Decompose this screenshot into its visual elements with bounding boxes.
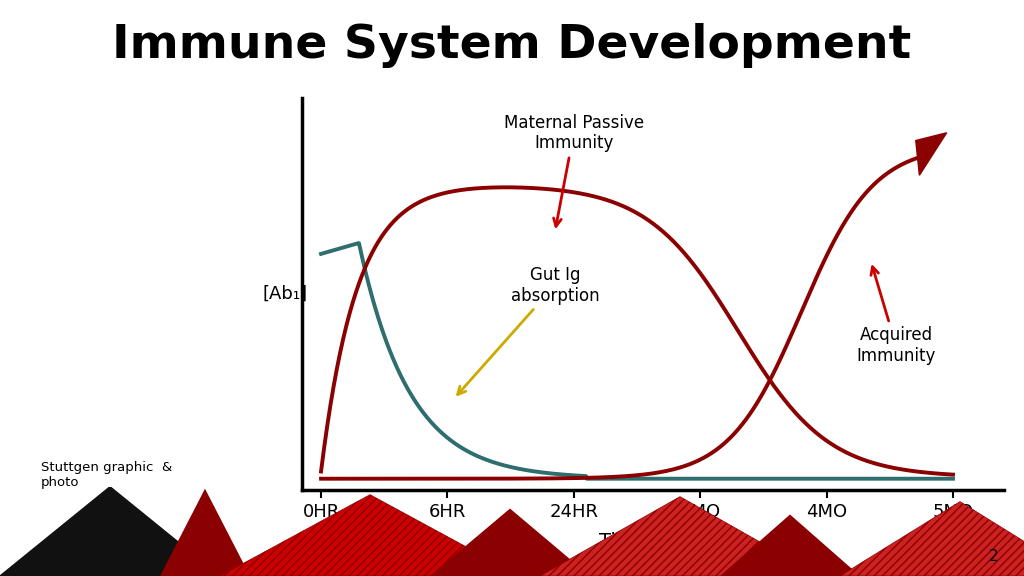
- Polygon shape: [0, 487, 220, 576]
- Text: Stuttgen graphic  &
photo: Stuttgen graphic & photo: [41, 461, 172, 489]
- Polygon shape: [840, 502, 1024, 576]
- Polygon shape: [915, 133, 946, 175]
- X-axis label: Time (Age): Time (Age): [599, 532, 707, 551]
- Text: Maternal Passive
Immunity: Maternal Passive Immunity: [504, 113, 644, 226]
- Text: Immune System Development: Immune System Development: [113, 23, 911, 68]
- Polygon shape: [430, 509, 590, 576]
- Polygon shape: [540, 497, 820, 576]
- Polygon shape: [160, 488, 250, 576]
- Text: Gut Ig
absorption: Gut Ig absorption: [458, 266, 599, 395]
- Y-axis label: [Ab₁]: [Ab₁]: [263, 285, 308, 303]
- Text: 2: 2: [989, 550, 998, 564]
- Text: Acquired
Immunity: Acquired Immunity: [856, 267, 936, 365]
- Polygon shape: [220, 495, 520, 576]
- Polygon shape: [720, 514, 860, 576]
